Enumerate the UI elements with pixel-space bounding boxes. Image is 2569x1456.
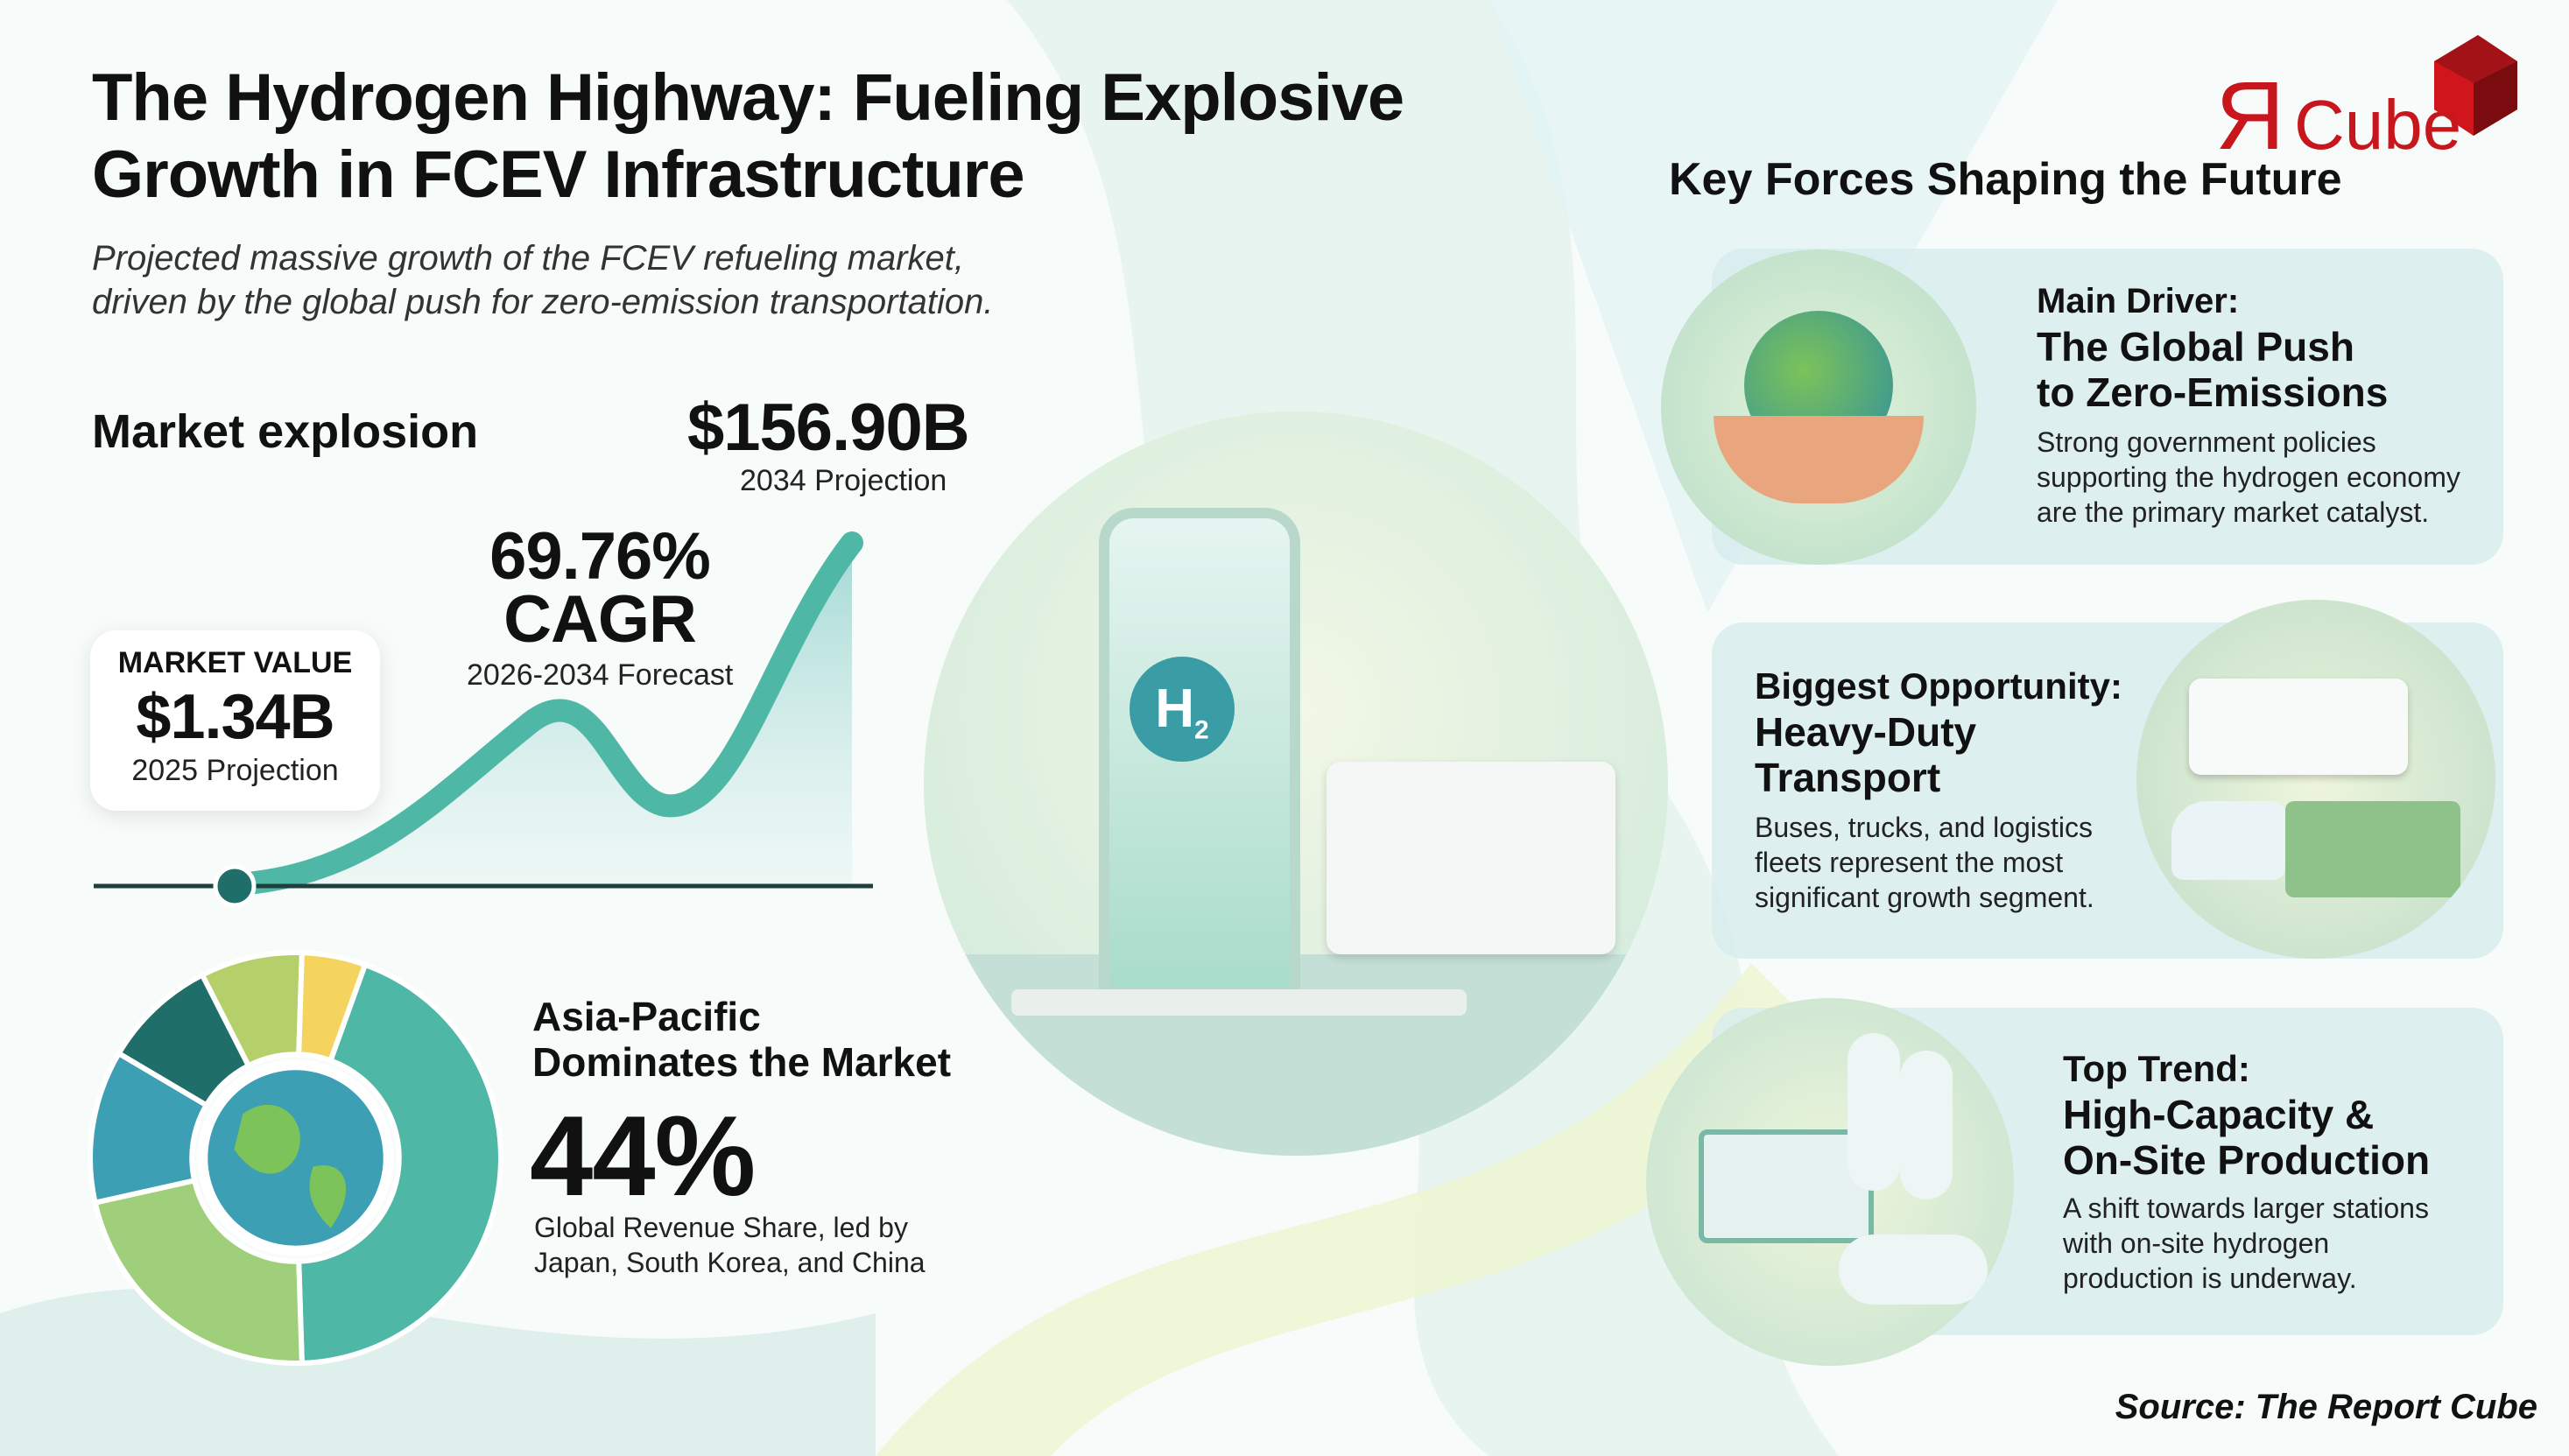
force-3-body: A shift towards larger stations with on-s… [2063,1192,2429,1294]
svg-text:Cube: Cube [2294,86,2461,164]
donut-segment-1 [92,1177,305,1366]
svg-text:Я: Я [2215,62,2284,166]
force-2-title: Biggest Opportunity: Heavy-Duty Transport [1755,665,2122,800]
hydrogen-station-icon [1646,998,2014,1366]
market-value-callout: MARKET VALUE $1.34B 2025 Projection [90,630,380,811]
start-value: $1.34B [136,682,334,752]
cagr-label: 2026-2034 Forecast [467,658,734,692]
globe-icon [208,1070,384,1246]
region-share: 44% [530,1092,756,1220]
force-1-title: Main Driver: The Global Push to Zero-Emiss… [2037,282,2389,415]
subtitle: Projected massive growth of the FCEV ref… [92,239,994,321]
growth-curve-chart [94,531,873,908]
trucks-and-buses-icon [2136,600,2495,959]
end-value: $156.90B [687,390,970,465]
region-donut [88,950,503,1366]
page-title: The Hydrogen Highway: Fueling Explosive G… [92,60,1404,212]
logo: Я Cube [2215,35,2522,170]
donut-segment-0 [296,961,503,1366]
forces-heading: Key Forces Shaping the Future [1669,154,2342,205]
start-dot [213,864,257,908]
force-1-body: Strong government policies supporting the… [2037,426,2460,528]
force-3-title: Top Trend: High-Capacity & On-Site Product… [2063,1048,2431,1183]
donut-segment-5 [296,950,369,1065]
market-heading: Market explosion [92,405,479,458]
truck-icon [1327,762,1615,954]
h2-badge: H2 [1130,657,1235,762]
market-value-title: MARKET VALUE [117,646,353,679]
source-note: Source: The Report Cube [2115,1388,2537,1426]
region-desc: Global Revenue Share, led by Japan, South… [534,1212,926,1278]
cagr-value: 69.76% CAGR [489,519,711,657]
force-2-body: Buses, trucks, and logistics fleets repre… [1755,812,2094,913]
growth-line [225,531,863,896]
globe-in-hands-icon [1661,250,1976,565]
hydrogen-station-illustration: H2 [924,411,1668,1156]
end-label: 2034 Projection [740,464,947,497]
region-heading: Asia-Pacific Dominates the Market [532,994,952,1085]
start-label: 2025 Projection [131,754,339,787]
